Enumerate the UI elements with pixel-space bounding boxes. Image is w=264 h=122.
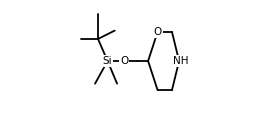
Text: O: O: [120, 56, 128, 66]
Text: O: O: [153, 27, 162, 37]
Text: NH: NH: [173, 56, 188, 66]
Text: Si: Si: [103, 56, 112, 66]
